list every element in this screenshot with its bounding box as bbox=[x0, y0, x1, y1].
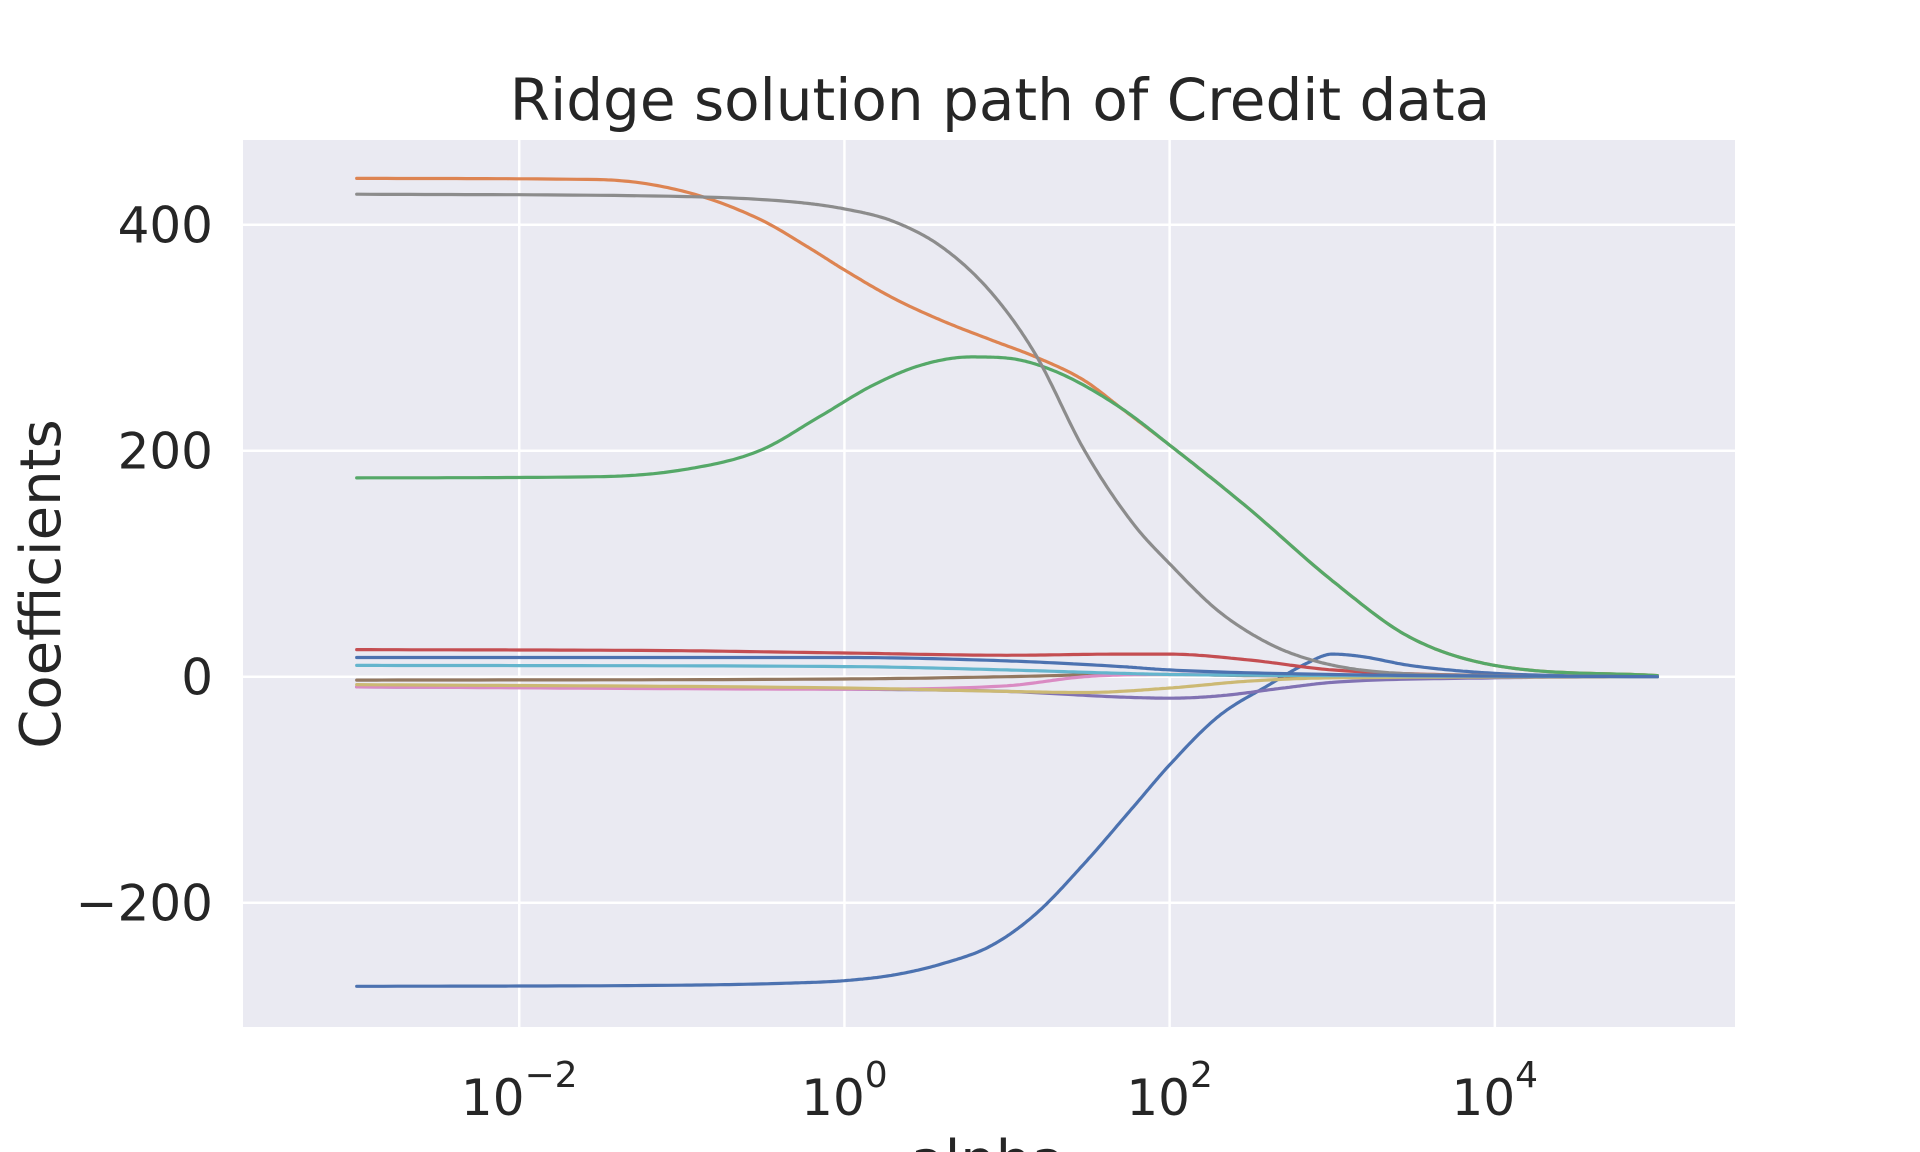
chart-title: Ridge solution path of Credit data bbox=[510, 66, 1490, 134]
series-line bbox=[355, 652, 1659, 988]
series-line bbox=[355, 655, 1659, 679]
x-tick-label: 10−2 bbox=[461, 1055, 578, 1127]
y-tick-label: 400 bbox=[118, 197, 213, 255]
series-line bbox=[355, 192, 1659, 679]
x-tick-label: 102 bbox=[1126, 1055, 1213, 1127]
plot-area bbox=[243, 140, 1735, 1027]
y-tick-label: 0 bbox=[181, 649, 213, 707]
y-ticks: −200 0 200 400 bbox=[76, 197, 213, 933]
x-ticks: 10−2 100 102 104 bbox=[461, 1055, 1538, 1127]
y-tick-label: −200 bbox=[76, 875, 213, 933]
series-group bbox=[355, 176, 1659, 988]
x-axis-label: alpha bbox=[910, 1129, 1065, 1152]
series-line bbox=[355, 355, 1659, 678]
x-tick-label: 104 bbox=[1452, 1055, 1539, 1127]
y-axis-label: Coefficients bbox=[9, 419, 74, 748]
series-line bbox=[355, 675, 1659, 695]
x-tick-label: 100 bbox=[801, 1055, 888, 1127]
y-tick-label: 200 bbox=[118, 423, 213, 481]
